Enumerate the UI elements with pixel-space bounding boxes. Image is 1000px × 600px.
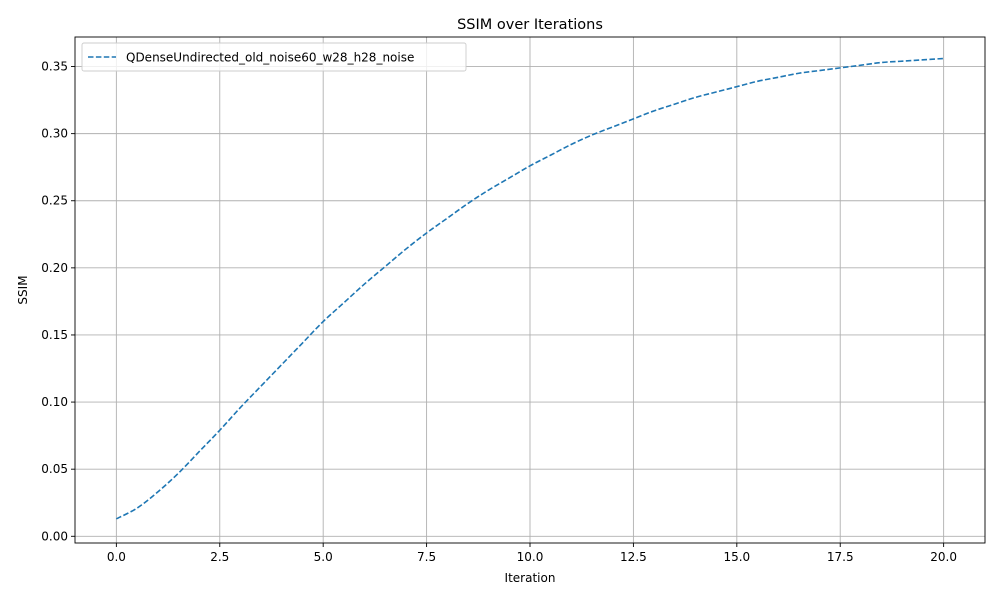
x-tick-label: 17.5 xyxy=(827,550,854,564)
x-tick-label: 0.0 xyxy=(107,550,126,564)
x-tick-label: 7.5 xyxy=(417,550,436,564)
y-tick-label: 0.25 xyxy=(41,194,68,208)
x-tick-label: 2.5 xyxy=(210,550,229,564)
y-tick-label: 0.00 xyxy=(41,529,68,543)
legend: QDenseUndirected_old_noise60_w28_h28_noi… xyxy=(81,42,467,72)
x-tick-label: 12.5 xyxy=(620,550,647,564)
chart-title: SSIM over Iterations xyxy=(457,17,603,33)
series-line xyxy=(115,57,944,520)
x-axis-label: Iteration xyxy=(505,571,556,585)
y-tick-label: 0.15 xyxy=(41,328,68,342)
x-tick-label: 5.0 xyxy=(314,550,333,564)
y-tick-label: 0.05 xyxy=(41,462,68,476)
y-tick-label: 0.20 xyxy=(41,261,68,275)
x-tick-label: 10.0 xyxy=(517,550,544,564)
y-tick-label: 0.10 xyxy=(41,395,68,409)
y-tick-label: 0.35 xyxy=(41,60,68,74)
x-tick-label: 20.0 xyxy=(930,550,957,564)
legend-label: QDenseUndirected_old_noise60_w28_h28_noi… xyxy=(126,51,414,65)
y-axis-ticks: 0.00 0.05 0.10 0.15 0.20 0.25 0.30 0.35 xyxy=(41,60,75,543)
x-tick-label: 15.0 xyxy=(723,550,750,564)
y-axis-label: SSIM xyxy=(16,275,30,304)
series-layer xyxy=(115,57,944,520)
x-axis-ticks: 0.0 2.5 5.0 7.5 10.0 12.5 15.0 17.5 20.0 xyxy=(107,543,957,564)
legend-box xyxy=(81,42,467,72)
grid xyxy=(75,37,985,543)
y-tick-label: 0.30 xyxy=(41,127,68,141)
